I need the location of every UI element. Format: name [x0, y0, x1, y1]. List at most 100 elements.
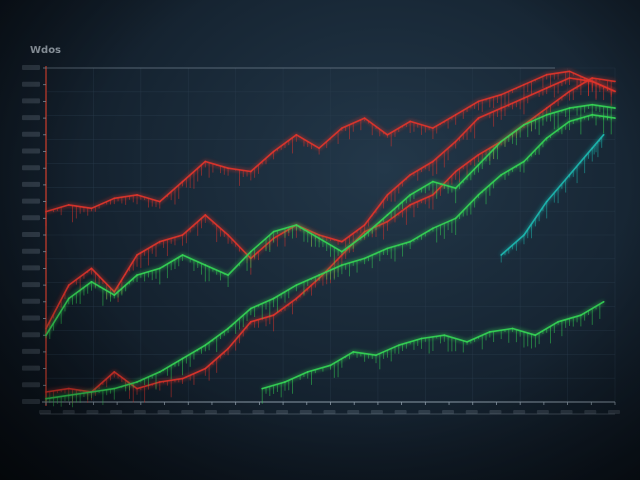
series-point: [136, 381, 138, 383]
x-tick-mark-label: [536, 410, 549, 414]
series-point: [545, 200, 548, 203]
series-point: [466, 340, 468, 343]
series-point: [500, 140, 503, 143]
series-point: [45, 334, 47, 337]
series-point: [249, 320, 252, 323]
series-point: [227, 347, 229, 350]
series-point: [45, 391, 47, 393]
x-tick-mark-label: [62, 410, 75, 414]
y-tick-mark-label: [22, 81, 40, 87]
y-tick-mark-label: [22, 181, 40, 187]
series-point: [409, 194, 412, 196]
series-point: [568, 90, 571, 93]
series-point: [318, 237, 321, 240]
series-point: [568, 120, 571, 123]
y-tick-mark-label: [22, 282, 40, 288]
y-tick-mark-label: [22, 65, 40, 70]
series-point: [568, 70, 571, 73]
series-line: [500, 134, 605, 256]
series-point: [295, 297, 298, 300]
x-tick-mark-label: [465, 410, 478, 414]
series-point: [295, 284, 298, 286]
series-point: [614, 107, 616, 109]
series-point: [204, 264, 207, 266]
series-point: [329, 364, 332, 367]
series-point: [386, 220, 389, 223]
x-tick-mark-label: [442, 410, 455, 414]
series-point: [295, 224, 298, 226]
series-point: [113, 371, 116, 373]
series-point: [249, 307, 252, 310]
series-point: [90, 391, 93, 393]
series-point: [45, 327, 47, 330]
series-point: [488, 330, 491, 333]
series-point: [363, 117, 366, 119]
x-tick-mark-label: [276, 410, 289, 414]
series-point: [545, 107, 548, 109]
series-point: [523, 83, 525, 86]
series-point: [602, 300, 605, 303]
series-point: [67, 394, 70, 397]
series-point: [545, 113, 548, 116]
y-tick-mark-label: [22, 131, 40, 137]
series-point: [227, 327, 229, 330]
x-tick-mark-label: [489, 410, 502, 414]
series-point: [602, 133, 605, 136]
x-tick-mark-label: [323, 410, 336, 414]
series-point: [420, 337, 423, 340]
series-point: [375, 354, 377, 357]
series-point: [409, 173, 412, 176]
series-point: [67, 204, 70, 206]
series-point: [340, 240, 343, 243]
series-point: [136, 274, 138, 276]
series-point: [204, 344, 207, 347]
series-point: [181, 254, 184, 256]
series-point: [67, 297, 70, 300]
series-point: [272, 230, 275, 233]
series-point: [477, 117, 480, 119]
series-point: [181, 357, 184, 360]
series-point: [318, 147, 321, 150]
y-tick-mark-label: [22, 332, 40, 338]
series-point: [386, 194, 389, 196]
y-tick-mark-label: [22, 382, 40, 388]
series-point: [454, 187, 457, 190]
series-point: [614, 90, 616, 93]
series-point: [477, 100, 480, 103]
series-point: [340, 250, 343, 253]
series-point: [591, 80, 594, 83]
series-point: [204, 367, 207, 370]
series-point: [614, 117, 616, 119]
series-point: [295, 133, 298, 136]
x-tick-mark-label: [133, 410, 146, 414]
series-point: [545, 137, 548, 140]
series-point: [352, 351, 355, 353]
series-point: [432, 160, 434, 163]
series-point: [272, 314, 275, 317]
series-point: [261, 387, 264, 390]
series-point: [409, 240, 412, 243]
y-tick-mark-label: [22, 298, 40, 304]
series-point: [591, 77, 594, 79]
series-point: [306, 371, 309, 373]
series-point: [204, 214, 207, 216]
series-point: [443, 334, 446, 337]
grid-layer: [45, 67, 616, 403]
series-point: [90, 280, 93, 283]
series-point: [432, 227, 434, 230]
series-point: [477, 153, 480, 156]
y-tick-mark-label: [22, 115, 40, 121]
series-point: [181, 234, 184, 236]
series-point: [568, 173, 571, 176]
series-point: [534, 334, 537, 337]
series-point: [181, 377, 184, 380]
series-point: [523, 123, 525, 126]
series-point: [591, 103, 594, 106]
y-tick-mark-label: [22, 315, 40, 321]
series-point: [181, 180, 184, 183]
series-point: [158, 381, 161, 383]
series-point: [454, 140, 457, 143]
x-tick-mark-label: [394, 410, 407, 414]
y-tick-mark-label: [22, 148, 40, 154]
